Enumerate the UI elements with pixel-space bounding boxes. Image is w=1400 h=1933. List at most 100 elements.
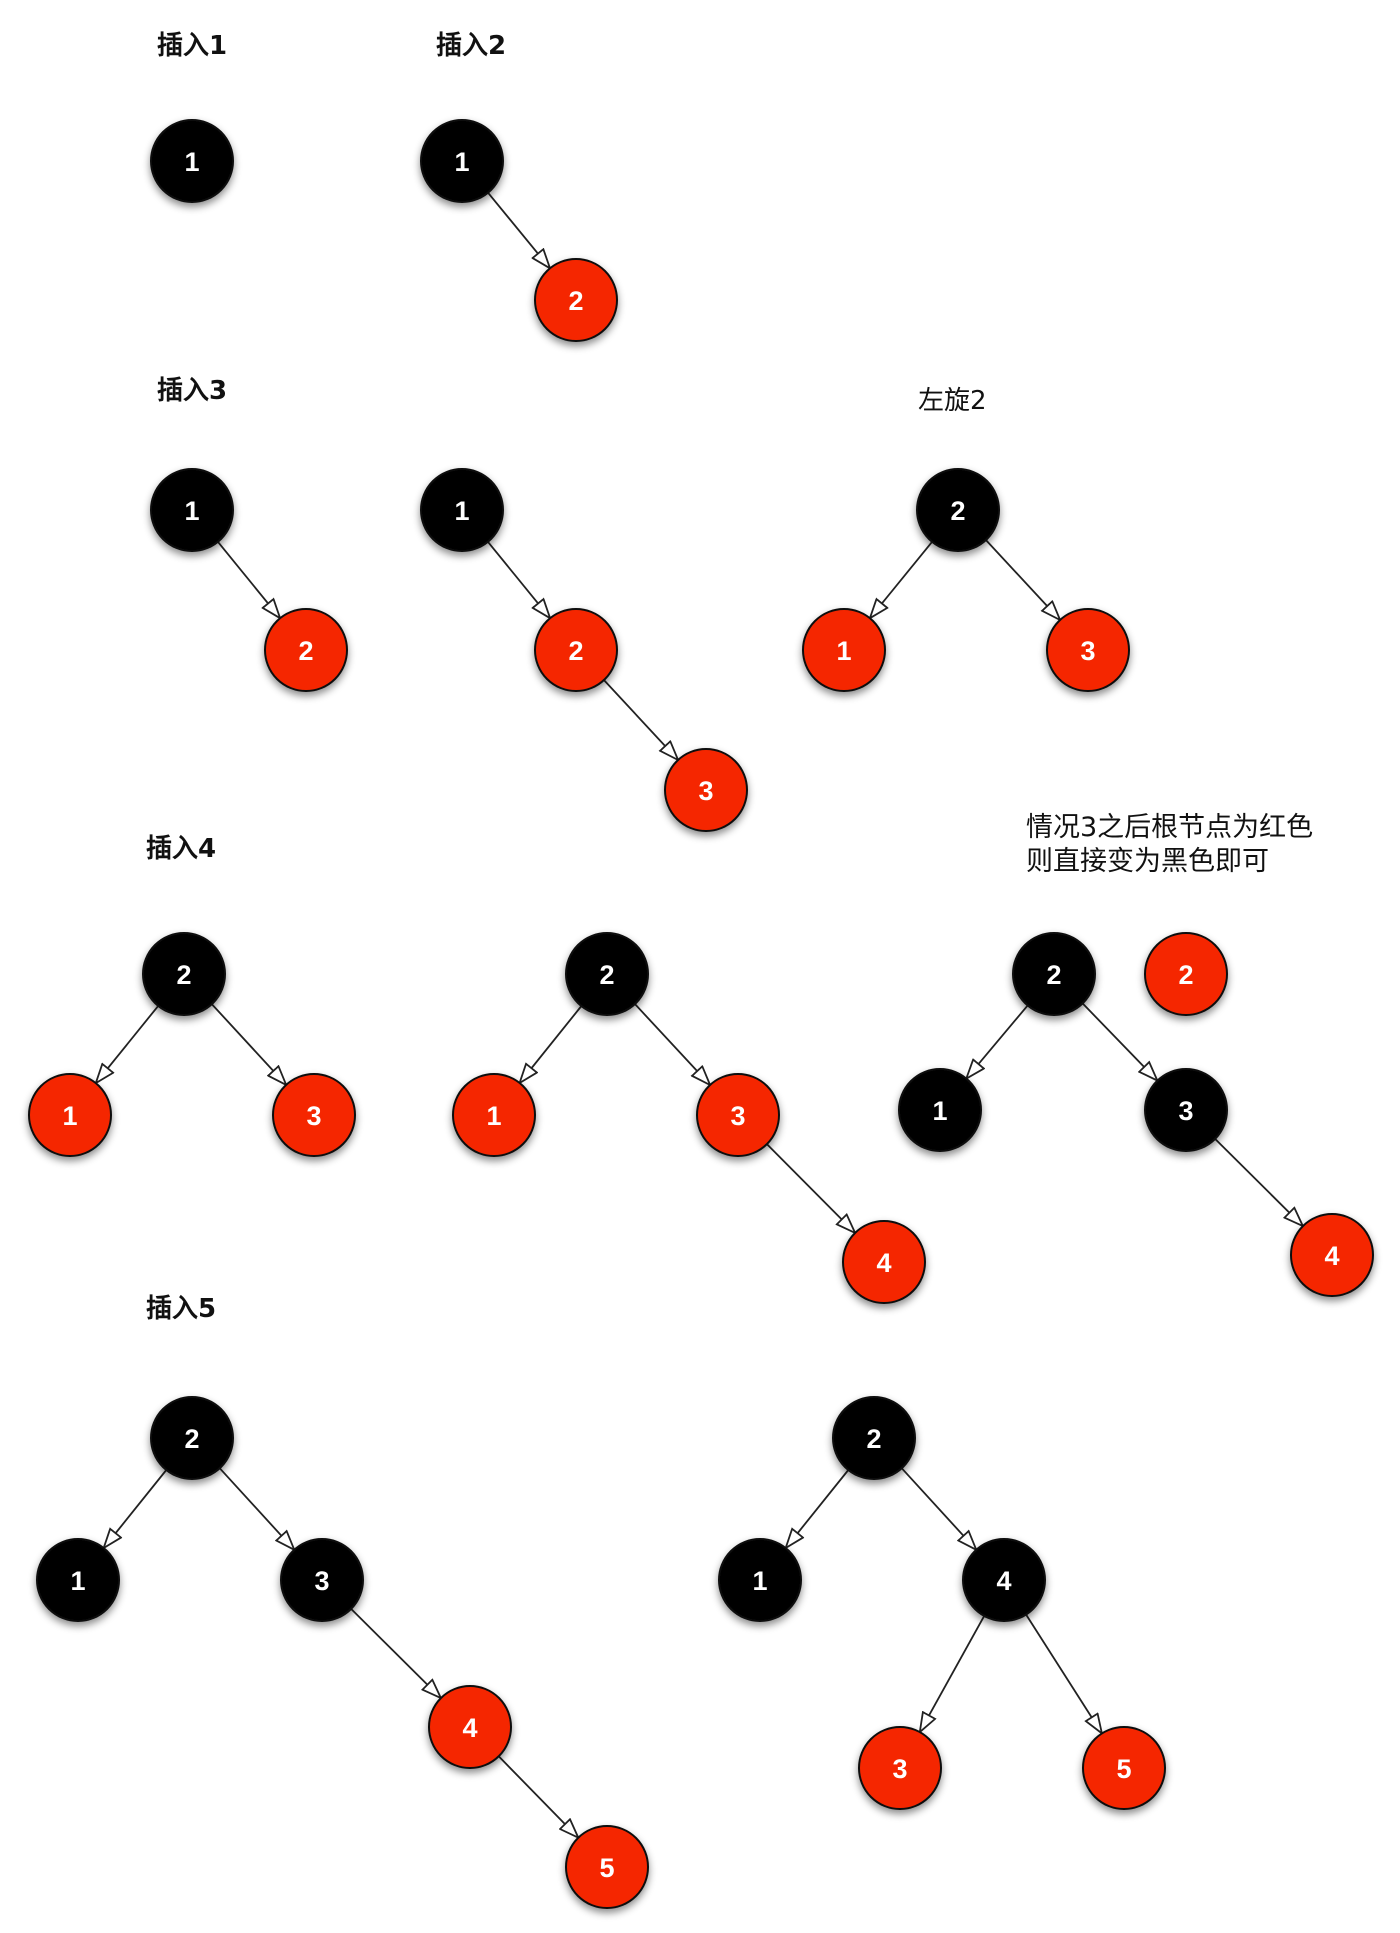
edge-arrow [350, 1608, 441, 1698]
rotate-left-result: 2 1 3 [802, 468, 1130, 692]
node-circle [420, 468, 504, 552]
node-value: 1 [184, 496, 199, 526]
edge-arrow [104, 1469, 168, 1548]
node-value: 2 [176, 960, 191, 990]
node-circle [842, 1220, 926, 1304]
edges-layer [96, 192, 1303, 1838]
edge-arrow [786, 1469, 850, 1548]
tree-node-black: 3 [1144, 1068, 1228, 1152]
tree-node-black: 2 [832, 1396, 916, 1480]
tree-node-black: 1 [420, 468, 504, 552]
insert-3-step-2: 1 2 3 [420, 468, 748, 832]
node-value: 2 [866, 1424, 881, 1454]
node-value: 2 [599, 960, 614, 990]
node-value: 1 [62, 1101, 77, 1131]
node-value: 3 [730, 1101, 745, 1131]
node-circle [565, 932, 649, 1016]
tree-node-black: 1 [718, 1538, 802, 1622]
tree-node-red: 1 [452, 1073, 536, 1157]
tree-node-black: 2 [1012, 932, 1096, 1016]
tree-node-black: 2 [150, 1396, 234, 1480]
insert-2-tree: 12 [420, 119, 618, 342]
node-circle [142, 932, 226, 1016]
tree-node-red: 3 [696, 1073, 780, 1157]
edge-arrow [634, 1003, 710, 1085]
node-circle [150, 468, 234, 552]
tree-node-black: 2 [916, 468, 1000, 552]
node-circle [1144, 1068, 1228, 1152]
node-value: 2 [1178, 960, 1193, 990]
node-circle [916, 468, 1000, 552]
tree-node-black: 2 [565, 932, 649, 1016]
node-value: 2 [298, 636, 313, 666]
insert-3-label: 插入3 [157, 376, 228, 406]
node-circle [150, 119, 234, 203]
edge-arrow [603, 679, 678, 760]
red-root-marker: 2 [1144, 932, 1228, 1016]
insert-2-label: 插入2 [436, 31, 507, 61]
tree-node-black: 4 [962, 1538, 1046, 1622]
tree-node-red: 1 [802, 608, 886, 692]
node-value: 2 [568, 636, 583, 666]
tree-node-black: 1 [420, 119, 504, 203]
node-value: 2 [1046, 960, 1061, 990]
edge-arrow [487, 192, 550, 269]
node-circle [280, 1538, 364, 1622]
edge-arrow [901, 1467, 977, 1550]
node-value: 1 [486, 1101, 501, 1131]
node-value: 1 [454, 496, 469, 526]
node-circle [1290, 1213, 1374, 1297]
tree-node-black: 1 [898, 1068, 982, 1152]
tree-node-black: 3 [280, 1538, 364, 1622]
rotate-left-label: 左旋2 [918, 386, 987, 416]
insert-1-label: 插入1 [157, 31, 228, 61]
node-circle [696, 1073, 780, 1157]
insert-5-step-1: 2 1 3 4 5 [36, 1396, 649, 1909]
edge-arrow [487, 541, 550, 618]
node-value: 3 [314, 1566, 329, 1596]
edge-arrow [1081, 1002, 1158, 1080]
tree-node-red: 3 [858, 1726, 942, 1810]
note-line-1: 情况3之后根节点为红色 [1026, 812, 1314, 843]
tree-node-black: 2 [142, 932, 226, 1016]
node-circle [962, 1538, 1046, 1622]
node-circle [150, 1396, 234, 1480]
node-circle [264, 608, 348, 692]
node-circle [832, 1396, 916, 1480]
node-value: 1 [70, 1566, 85, 1596]
node-value: 4 [876, 1248, 891, 1278]
tree-node-red: 3 [664, 748, 748, 832]
node-value: 3 [1080, 636, 1095, 666]
tree-node-red: 3 [272, 1073, 356, 1157]
node-circle [36, 1538, 120, 1622]
node-value: 5 [1116, 1754, 1131, 1784]
node-circle [428, 1685, 512, 1769]
edge-arrow [520, 1005, 583, 1083]
node-circle [565, 1825, 649, 1909]
tree-node-red: 5 [565, 1825, 649, 1909]
tree-node-red: 2 [534, 258, 618, 342]
node-circle [664, 748, 748, 832]
node-value: 1 [836, 636, 851, 666]
insert-3-step-1: 12 [150, 468, 348, 692]
node-circle [272, 1073, 356, 1157]
node-circle [1144, 932, 1228, 1016]
node-value: 1 [454, 147, 469, 177]
node-value: 5 [599, 1853, 614, 1883]
tree-node-black: 1 [150, 119, 234, 203]
tree-node-red: 4 [842, 1220, 926, 1304]
tree-node-black: 1 [150, 468, 234, 552]
node-circle [858, 1726, 942, 1810]
node-value: 3 [1178, 1096, 1193, 1126]
insert-1-tree: 1 [150, 119, 234, 203]
node-circle [452, 1073, 536, 1157]
node-value: 4 [1324, 1241, 1339, 1271]
node-value: 3 [306, 1101, 321, 1131]
note-line-2: 则直接变为黑色即可 [1026, 846, 1269, 877]
node-circle [1082, 1726, 1166, 1810]
edge-arrow [219, 1467, 295, 1550]
tree-node-red: 4 [428, 1685, 512, 1769]
tree-node-red: 2 [1144, 932, 1228, 1016]
edge-arrow [217, 541, 280, 618]
